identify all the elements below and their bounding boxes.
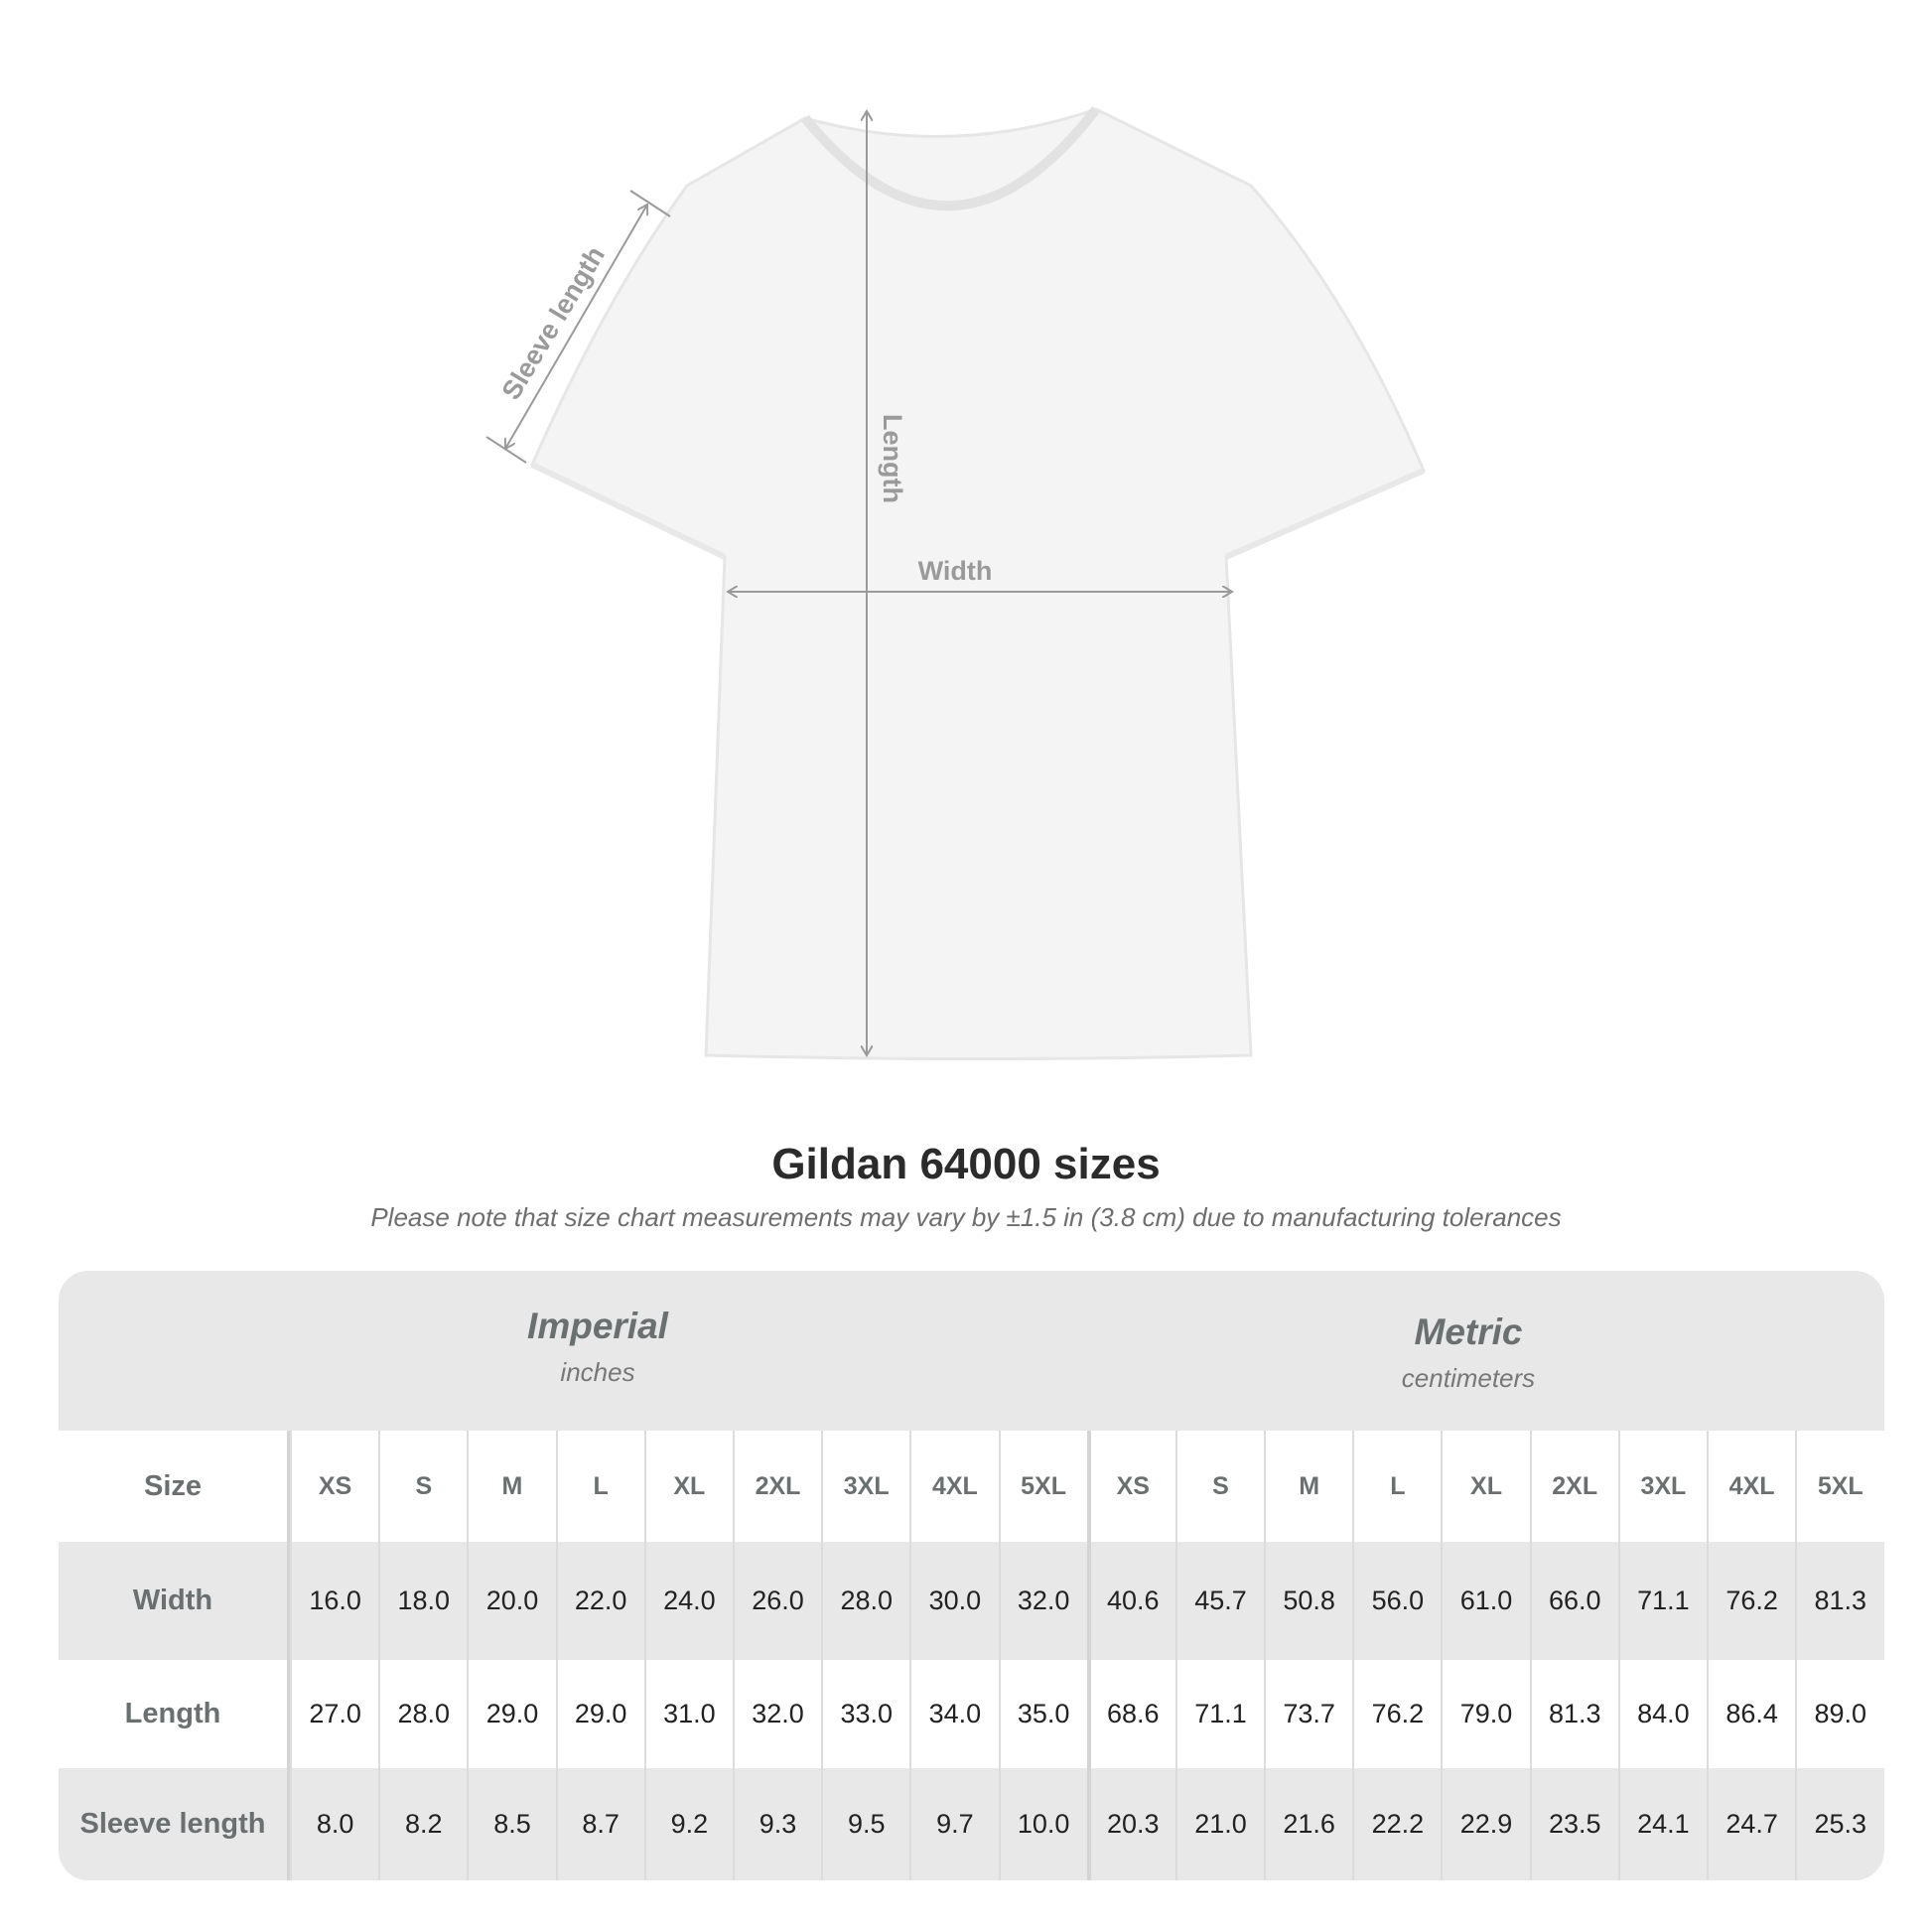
value-cell: 28.0 xyxy=(821,1542,909,1660)
value-cell: 24.0 xyxy=(643,1542,733,1660)
table-row: Width 16.0 18.0 20.0 22.0 24.0 26.0 28.0 30.0 32.… xyxy=(59,1542,1884,1660)
value-cell: 25.3 xyxy=(1795,1768,1883,1880)
length-label: Length xyxy=(878,414,907,503)
value-cell: 61.0 xyxy=(1441,1542,1529,1660)
value-cell: 76.2 xyxy=(1707,1542,1795,1660)
value-cell: 31.0 xyxy=(643,1660,733,1768)
value-cell: 18.0 xyxy=(378,1542,467,1660)
row-label: Length xyxy=(59,1660,290,1768)
table-row: Length 27.0 28.0 29.0 29.0 31.0 32.0 33.0 34.0 35… xyxy=(59,1660,1884,1768)
value-cell: 71.1 xyxy=(1174,1660,1264,1768)
page-title: Gildan 64000 sizes xyxy=(771,1140,1161,1188)
value-cell: 9.2 xyxy=(643,1768,733,1880)
tshirt-diagram: Length Width Sleeve length xyxy=(485,105,1426,1060)
value-cell: 73.7 xyxy=(1264,1660,1352,1768)
value-cell: 16.0 xyxy=(290,1542,378,1660)
value-cell: 50.8 xyxy=(1264,1542,1352,1660)
value-cell: 32.0 xyxy=(998,1542,1087,1660)
value-cell: 22.2 xyxy=(1352,1768,1441,1880)
size-imperial-5xl: 5XL xyxy=(998,1431,1087,1542)
value-cell: 81.3 xyxy=(1795,1542,1883,1660)
value-cell: 30.0 xyxy=(909,1542,998,1660)
value-cell: 34.0 xyxy=(909,1660,998,1768)
value-cell: 23.5 xyxy=(1529,1768,1618,1880)
size-metric-2xl: 2XL xyxy=(1529,1431,1618,1542)
value-cell: 89.0 xyxy=(1795,1660,1883,1768)
value-cell: 20.3 xyxy=(1086,1768,1175,1880)
sleeve-arrow xyxy=(505,205,647,449)
size-imperial-l: L xyxy=(555,1431,644,1542)
value-cell: 32.0 xyxy=(732,1660,821,1768)
size-imperial-xs: XS xyxy=(290,1431,378,1542)
value-cell: 56.0 xyxy=(1352,1542,1441,1660)
width-label: Width xyxy=(918,556,993,586)
value-cell: 9.7 xyxy=(909,1768,998,1880)
size-metric-xl: XL xyxy=(1441,1431,1529,1542)
size-imperial-m: M xyxy=(467,1431,555,1542)
size-imperial-4xl: 4XL xyxy=(909,1431,998,1542)
value-cell: 81.3 xyxy=(1529,1660,1618,1768)
value-cell: 9.5 xyxy=(821,1768,909,1880)
size-metric-5xl: 5XL xyxy=(1795,1431,1883,1542)
tolerance-note: Please note that size chart measurements… xyxy=(370,1202,1562,1232)
size-row: Size XS S M L XL 2XL 3XL 4XL 5XL XS S M L XL 2XL 3XL 4XL 5… xyxy=(59,1431,1884,1542)
value-cell: 22.0 xyxy=(555,1542,644,1660)
tshirt-collar xyxy=(801,105,1100,211)
size-metric-3xl: 3XL xyxy=(1617,1431,1707,1542)
size-table: Imperial inches Metric centimeters Size X… xyxy=(59,1271,1884,1880)
value-cell: 45.7 xyxy=(1174,1542,1264,1660)
table-row: Sleeve length 8.0 8.2 8.5 8.7 9.2 9.3 9.5 9.7 10.… xyxy=(59,1768,1884,1880)
value-cell: 21.0 xyxy=(1174,1768,1264,1880)
value-cell: 26.0 xyxy=(732,1542,821,1660)
value-cell: 20.0 xyxy=(467,1542,555,1660)
imperial-header: Imperial inches xyxy=(527,1306,668,1387)
value-cell: 21.6 xyxy=(1264,1768,1352,1880)
value-cell: 8.7 xyxy=(555,1768,644,1880)
size-metric-l: L xyxy=(1352,1431,1441,1542)
value-cell: 76.2 xyxy=(1352,1660,1441,1768)
value-cell: 66.0 xyxy=(1529,1542,1618,1660)
size-metric-m: M xyxy=(1264,1431,1352,1542)
value-cell: 8.0 xyxy=(290,1768,378,1880)
value-cell: 35.0 xyxy=(998,1660,1087,1768)
size-imperial-2xl: 2XL xyxy=(732,1431,821,1542)
value-cell: 28.0 xyxy=(378,1660,467,1768)
value-cell: 9.3 xyxy=(732,1768,821,1880)
value-cell: 33.0 xyxy=(821,1660,909,1768)
value-cell: 86.4 xyxy=(1707,1660,1795,1768)
value-cell: 68.6 xyxy=(1086,1660,1175,1768)
value-cell: 22.9 xyxy=(1441,1768,1529,1880)
value-cell: 79.0 xyxy=(1441,1660,1529,1768)
size-header-label: Size xyxy=(59,1431,290,1542)
size-metric-xs: XS xyxy=(1086,1431,1175,1542)
row-label: Sleeve length xyxy=(59,1768,290,1880)
size-metric-4xl: 4XL xyxy=(1707,1431,1795,1542)
row-label: Width xyxy=(59,1542,290,1660)
value-cell: 71.1 xyxy=(1617,1542,1707,1660)
size-imperial-xl: XL xyxy=(643,1431,733,1542)
value-cell: 84.0 xyxy=(1617,1660,1707,1768)
metric-header: Metric centimeters xyxy=(1401,1311,1536,1393)
size-metric-s: S xyxy=(1174,1431,1264,1542)
value-cell: 29.0 xyxy=(555,1660,644,1768)
value-cell: 10.0 xyxy=(998,1768,1087,1880)
value-cell: 24.7 xyxy=(1707,1768,1795,1880)
value-cell: 40.6 xyxy=(1086,1542,1175,1660)
size-imperial-s: S xyxy=(378,1431,467,1542)
value-cell: 29.0 xyxy=(467,1660,555,1768)
size-imperial-3xl: 3XL xyxy=(821,1431,909,1542)
value-cell: 27.0 xyxy=(290,1660,378,1768)
value-cell: 8.5 xyxy=(467,1768,555,1880)
value-cell: 24.1 xyxy=(1617,1768,1707,1880)
value-cell: 8.2 xyxy=(378,1768,467,1880)
